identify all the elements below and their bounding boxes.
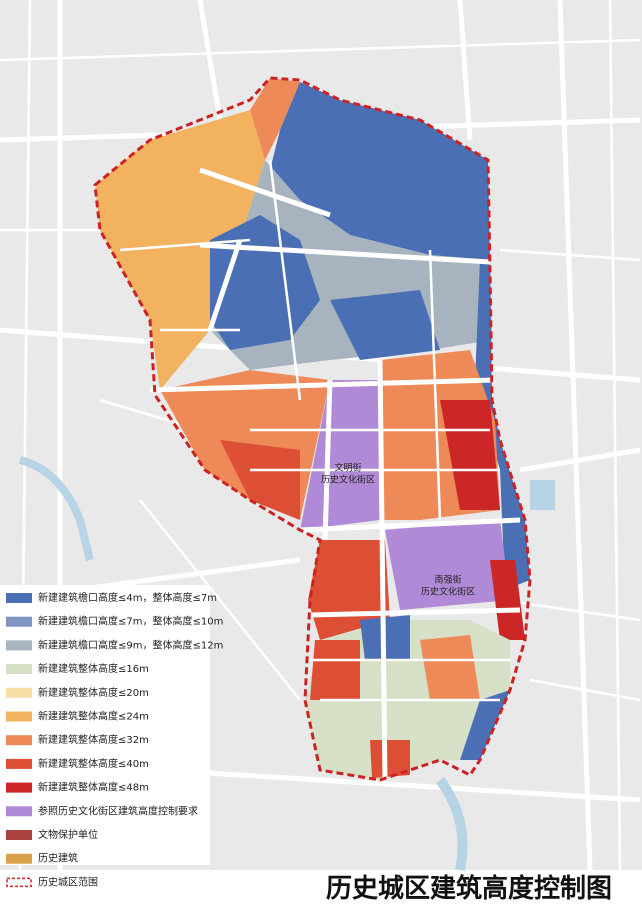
legend: 新建建筑檐口高度≤4m，整体高度≤7m 新建建筑檐口高度≤7m，整体高度≤10m 新… — [6, 591, 223, 888]
legend-swatch — [6, 735, 32, 746]
legend-swatch — [6, 593, 32, 603]
legend-label: 新建建筑整体高度≤32m — [38, 733, 149, 746]
legend-label: 新建建筑整体高度≤24m — [38, 710, 149, 723]
legend-swatch — [6, 853, 32, 864]
legend-swatch — [6, 758, 32, 769]
legend-swatch — [6, 711, 32, 722]
legend-swatch — [6, 664, 32, 675]
legend-label: 新建建筑檐口高度≤4m，整体高度≤7m — [38, 591, 217, 604]
legend-swatch — [6, 782, 32, 793]
legend-label: 参照历史文化街区建筑高度控制要求 — [38, 804, 198, 817]
legend-label: 历史建筑 — [38, 852, 78, 865]
legend-swatch — [6, 830, 32, 840]
district-label: 文明街 — [334, 462, 361, 474]
legend-label: 新建建筑整体高度≤48m — [38, 781, 149, 794]
height-zones — [95, 78, 530, 780]
legend-label: 新建建筑整体高度≤16m — [38, 662, 149, 675]
legend-label: 新建建筑整体高度≤40m — [38, 757, 149, 770]
historic-boundary — [93, 76, 532, 782]
legend-swatch — [6, 616, 32, 627]
district-label: 南强街 — [434, 574, 461, 586]
legend-label: 历史城区范围 — [38, 875, 98, 888]
legend-swatch — [6, 806, 32, 817]
legend-label: 新建建筑檐口高度≤9m，整体高度≤12m — [38, 638, 223, 651]
legend-label: 新建建筑整体高度≤20m — [38, 686, 149, 699]
district-label: 历史文化街区 — [321, 474, 375, 486]
legend-swatch — [6, 687, 32, 698]
legend-label: 新建建筑檐口高度≤7m，整体高度≤10m — [38, 615, 223, 628]
map-title: 历史城区建筑高度控制图 — [326, 873, 612, 904]
legend-panel — [0, 585, 210, 865]
district-label: 历史文化街区 — [421, 586, 475, 598]
legend-swatch — [6, 877, 32, 888]
legend-label: 文物保护单位 — [38, 828, 98, 841]
legend-swatch — [6, 640, 32, 651]
inner-roads — [119, 159, 521, 781]
